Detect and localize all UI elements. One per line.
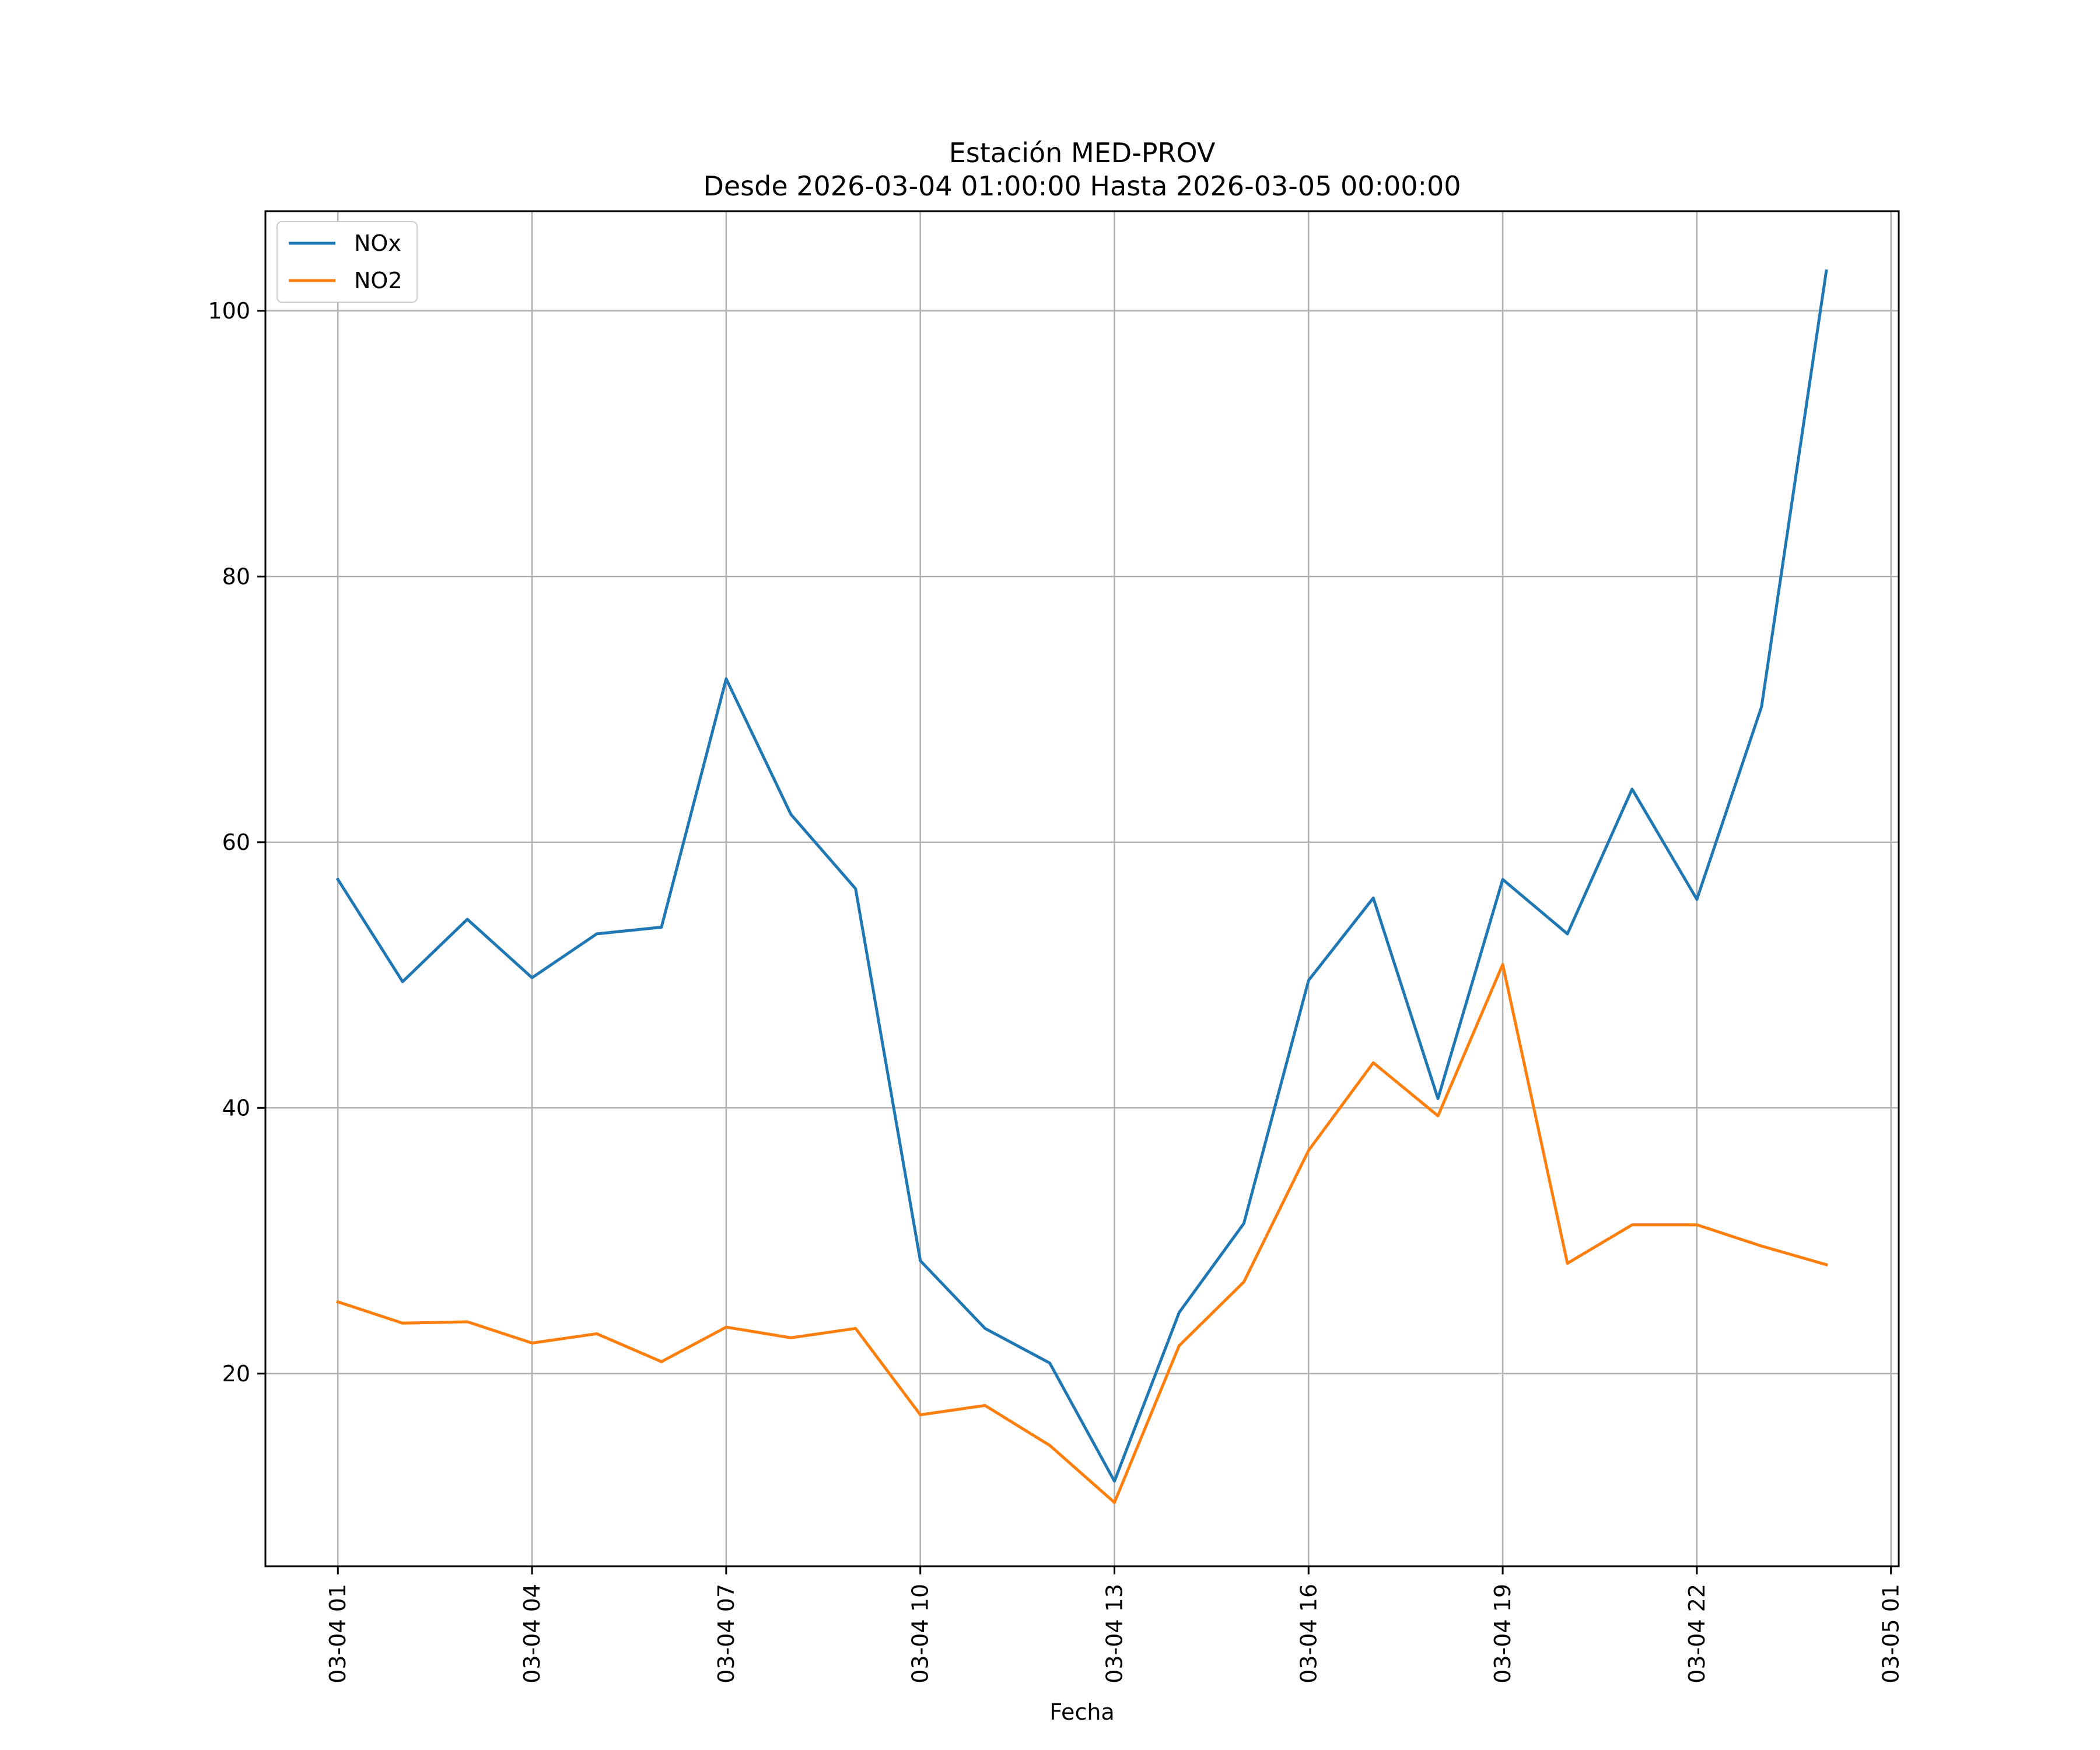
x-tick-label: 03-04 13 xyxy=(1101,1584,1127,1684)
legend-label-nox: NOx xyxy=(354,230,401,256)
legend: NOx NO2 xyxy=(276,221,418,303)
chart-title: Estación MED-PROV xyxy=(949,137,1216,169)
legend-label-no2: NO2 xyxy=(354,268,402,293)
plot-frame xyxy=(264,210,1900,1567)
x-tick-label: 03-05 01 xyxy=(1878,1584,1904,1684)
y-tick-label: 60 xyxy=(222,830,250,855)
x-tick-label: 03-04 04 xyxy=(519,1584,545,1684)
x-tick-label: 03-04 07 xyxy=(713,1584,739,1684)
series-line-no2 xyxy=(336,963,1828,1504)
x-tick-label: 03-04 16 xyxy=(1296,1584,1321,1684)
series-group xyxy=(335,269,1828,1504)
y-tick-label: 40 xyxy=(222,1095,250,1121)
x-tick-label: 03-04 01 xyxy=(325,1584,351,1684)
x-axis-label: Fecha xyxy=(1049,1699,1114,1725)
x-tick-label: 03-04 10 xyxy=(908,1584,933,1684)
y-tick-label: 80 xyxy=(222,564,250,589)
grid xyxy=(265,211,1899,1566)
chart-subtitle: Desde 2026-03-04 01:00:00 Hasta 2026-03-… xyxy=(703,170,1461,202)
y-tick-label: 20 xyxy=(222,1361,250,1387)
x-tick-label: 03-04 22 xyxy=(1684,1584,1710,1684)
y-tick-label: 100 xyxy=(208,298,250,324)
series-line-nox xyxy=(335,269,1828,1483)
x-tick-label: 03-04 19 xyxy=(1490,1584,1516,1684)
axis-ticks: 03-04 01 03-04 04 03-04 07 03-04 10 03-04 13… xyxy=(208,298,1903,1684)
